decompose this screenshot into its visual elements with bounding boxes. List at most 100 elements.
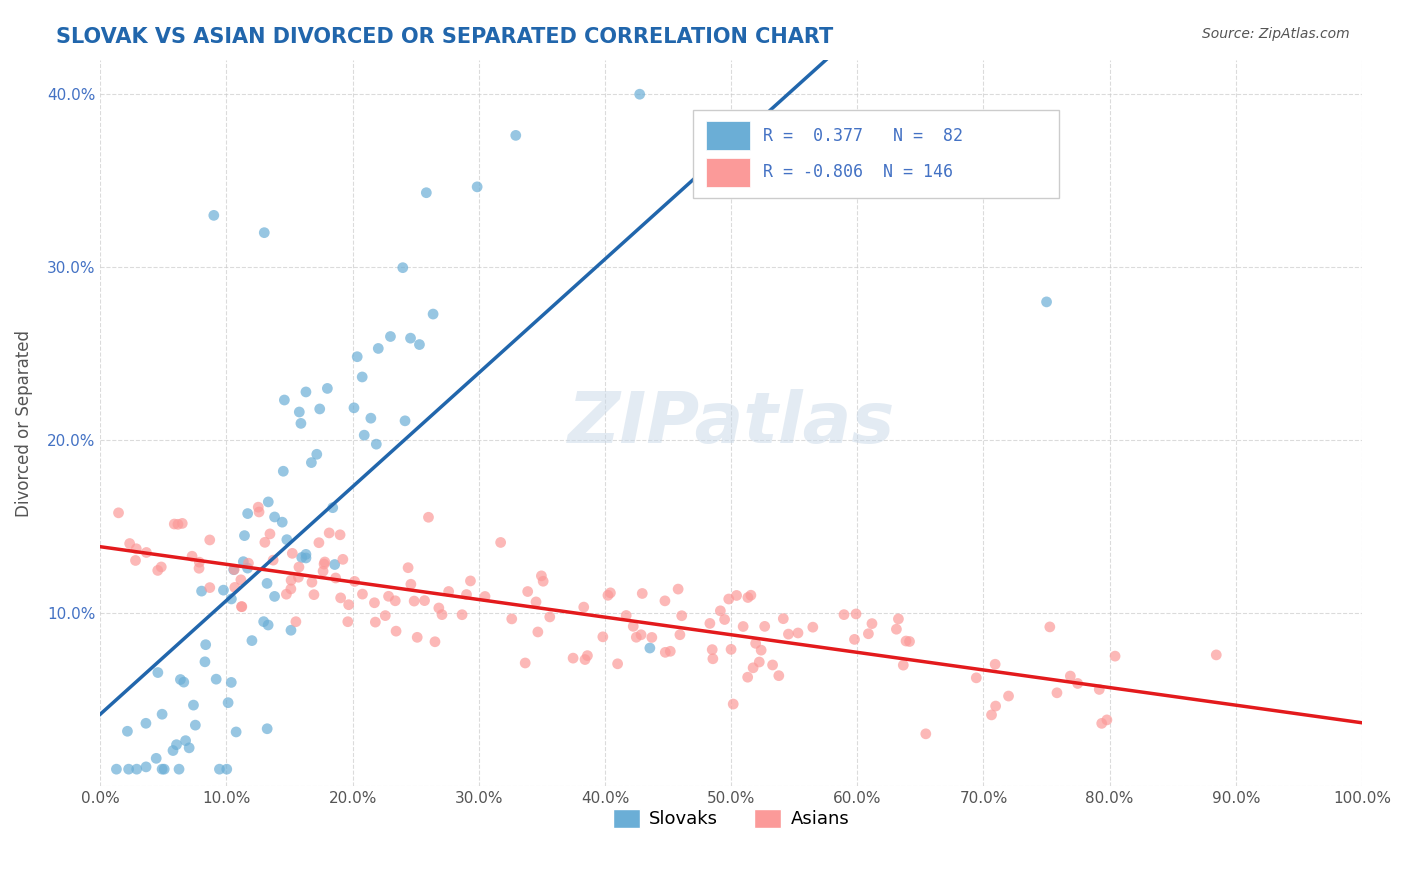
Point bbox=[725, 589, 748, 603]
Point bbox=[305, 447, 328, 461]
Point bbox=[418, 510, 440, 524]
Point bbox=[489, 535, 512, 549]
Point bbox=[638, 640, 661, 655]
Text: SLOVAK VS ASIAN DIVORCED OR SEPARATED CORRELATION CHART: SLOVAK VS ASIAN DIVORCED OR SEPARATED CO… bbox=[56, 27, 834, 46]
Point bbox=[408, 337, 430, 351]
Bar bbox=[706, 121, 749, 151]
Point bbox=[524, 595, 547, 609]
Point bbox=[1088, 682, 1111, 697]
Point bbox=[302, 588, 325, 602]
Bar bbox=[706, 158, 749, 186]
Point bbox=[290, 417, 312, 431]
Point bbox=[713, 613, 735, 627]
Point bbox=[288, 560, 311, 574]
Point bbox=[221, 591, 243, 606]
Point bbox=[702, 642, 724, 657]
Point bbox=[150, 560, 173, 574]
Point bbox=[135, 716, 157, 731]
Point bbox=[222, 563, 245, 577]
Point bbox=[312, 557, 335, 571]
Point bbox=[308, 401, 330, 416]
Point bbox=[263, 510, 285, 524]
Point bbox=[396, 560, 419, 574]
Point bbox=[247, 500, 270, 515]
Point bbox=[474, 590, 496, 604]
Point bbox=[256, 722, 278, 736]
Point bbox=[125, 541, 148, 556]
Point bbox=[343, 574, 366, 589]
Point bbox=[329, 528, 352, 542]
Point bbox=[301, 575, 323, 590]
Point bbox=[606, 657, 628, 671]
Point bbox=[247, 505, 270, 519]
Point bbox=[415, 186, 437, 200]
Point bbox=[742, 661, 765, 675]
Point bbox=[329, 591, 352, 605]
Point bbox=[422, 307, 444, 321]
Point bbox=[980, 707, 1002, 722]
Point bbox=[231, 599, 253, 614]
Point bbox=[984, 657, 1007, 672]
Point bbox=[124, 553, 146, 567]
Point bbox=[169, 673, 191, 687]
Point bbox=[163, 516, 186, 531]
Point bbox=[430, 607, 453, 622]
Point bbox=[384, 594, 406, 608]
Point bbox=[240, 633, 263, 648]
Point bbox=[232, 555, 254, 569]
Point bbox=[768, 668, 790, 682]
Point bbox=[654, 594, 676, 608]
Point bbox=[125, 762, 148, 776]
Point bbox=[628, 87, 651, 102]
Point bbox=[505, 128, 527, 143]
Point bbox=[997, 689, 1019, 703]
Point bbox=[659, 644, 682, 658]
Point bbox=[630, 628, 652, 642]
Point bbox=[1091, 716, 1114, 731]
Point bbox=[281, 546, 304, 560]
Point bbox=[626, 630, 648, 644]
Point bbox=[118, 536, 141, 550]
Point bbox=[427, 601, 450, 615]
Point bbox=[1205, 648, 1227, 662]
FancyBboxPatch shape bbox=[693, 111, 1059, 198]
Point bbox=[353, 428, 375, 442]
Point bbox=[343, 401, 366, 415]
Point bbox=[219, 675, 242, 690]
Point bbox=[224, 563, 246, 577]
Point bbox=[316, 381, 339, 395]
Point bbox=[172, 516, 194, 531]
Point bbox=[295, 551, 318, 566]
Point bbox=[205, 672, 228, 686]
Point bbox=[291, 550, 314, 565]
Point bbox=[437, 584, 460, 599]
Point bbox=[145, 751, 167, 765]
Point bbox=[166, 738, 188, 752]
Point bbox=[367, 342, 389, 356]
Point bbox=[891, 658, 914, 673]
Point bbox=[717, 592, 740, 607]
Point bbox=[107, 506, 129, 520]
Point bbox=[423, 634, 446, 648]
Point bbox=[135, 545, 157, 559]
Point bbox=[117, 762, 139, 776]
Point bbox=[576, 648, 599, 663]
Point bbox=[322, 500, 344, 515]
Text: ZIPatlas: ZIPatlas bbox=[568, 389, 894, 458]
Point bbox=[135, 760, 157, 774]
Point bbox=[257, 618, 280, 632]
Point bbox=[592, 630, 614, 644]
Point bbox=[173, 675, 195, 690]
Legend: Slovaks, Asians: Slovaks, Asians bbox=[606, 802, 856, 836]
Point bbox=[225, 725, 247, 739]
Point bbox=[105, 762, 128, 776]
Point bbox=[531, 574, 554, 589]
Point bbox=[325, 571, 347, 585]
Point bbox=[194, 638, 217, 652]
Point bbox=[413, 593, 436, 607]
Point bbox=[374, 608, 396, 623]
Point bbox=[516, 584, 538, 599]
Point bbox=[314, 555, 336, 569]
Point bbox=[295, 547, 318, 561]
Point bbox=[337, 598, 360, 612]
